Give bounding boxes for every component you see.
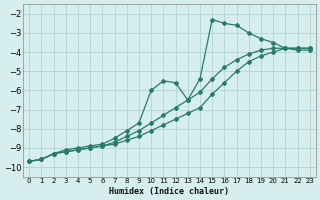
X-axis label: Humidex (Indice chaleur): Humidex (Indice chaleur)	[109, 187, 229, 196]
